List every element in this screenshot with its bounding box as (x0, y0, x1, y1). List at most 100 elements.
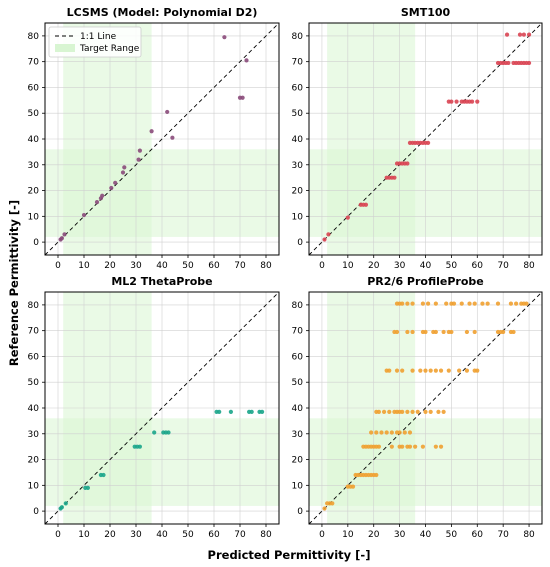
data-point (379, 430, 384, 435)
legend-label-patch: Target Range (79, 44, 140, 54)
x-tick-label: 20 (104, 261, 116, 271)
data-point (100, 193, 105, 198)
data-point (451, 301, 457, 306)
data-point (405, 329, 410, 335)
x-tick-label: 70 (497, 530, 509, 540)
legend-label-line: 1:1 Line (80, 32, 117, 42)
x-tick-label: 30 (394, 530, 406, 540)
data-point (506, 60, 511, 66)
data-point (433, 444, 438, 449)
x-tick-label: 0 (55, 261, 61, 271)
data-point (524, 301, 529, 306)
panel-4: 0 10 20 30 40 50 60 70 80 0 10 20 30 40 50 60 70 80 PR2/6 … (292, 275, 543, 540)
data-point (376, 409, 381, 414)
data-point (62, 232, 67, 237)
x-tick-label: 20 (104, 530, 116, 540)
y-tick-label: 10 (28, 481, 40, 491)
data-point (149, 129, 154, 134)
data-point (504, 32, 510, 37)
data-point (374, 430, 379, 435)
y-tick-label: 40 (28, 135, 40, 145)
panels: 0 10 20 30 40 50 60 70 80 0 10 20 30 40 50 60 70 80 LCSMS … (28, 6, 543, 540)
y-tick-label: 70 (292, 327, 304, 337)
data-point (526, 32, 532, 37)
y-tick-label: 50 (28, 378, 40, 388)
data-point (415, 409, 420, 414)
data-point (472, 329, 477, 335)
y-tick-label: 30 (28, 430, 40, 440)
data-point (485, 301, 490, 306)
data-point (420, 301, 426, 306)
data-point (384, 430, 389, 435)
data-point (495, 301, 501, 306)
x-tick-label: 60 (472, 261, 484, 271)
x-tick-label: 20 (368, 261, 380, 271)
data-point (444, 301, 449, 306)
data-point (350, 484, 356, 489)
data-point (459, 301, 464, 306)
data-point (433, 329, 438, 335)
panel-1: 0 10 20 30 40 50 60 70 80 0 10 20 30 40 50 60 70 80 LCSMS … (28, 6, 280, 271)
y-tick-label: 10 (292, 212, 304, 222)
x-tick-label: 40 (420, 530, 432, 540)
data-point (136, 157, 141, 162)
data-point (152, 430, 157, 435)
data-point (394, 329, 400, 335)
y-tick-label: 20 (292, 456, 304, 466)
x-tick-label: 40 (156, 530, 168, 540)
y-tick-label: 0 (33, 238, 39, 248)
x-tick-label: 10 (78, 530, 90, 540)
data-point (113, 180, 118, 185)
data-point (405, 409, 410, 414)
y-tick-label: 70 (28, 327, 40, 337)
data-point (120, 170, 126, 175)
data-point (322, 506, 327, 511)
x-tick-label: 50 (182, 261, 194, 271)
legend-swatch-patch (55, 44, 75, 52)
one-to-one-line (44, 291, 280, 525)
y-tick-label: 10 (292, 481, 304, 491)
data-point (394, 368, 400, 373)
data-point (228, 409, 233, 414)
data-point (59, 236, 64, 241)
y-tick-label: 50 (28, 109, 40, 119)
data-point (420, 444, 426, 449)
y-tick-label: 30 (292, 430, 304, 440)
y-tick-label: 20 (28, 456, 40, 466)
x-tick-label: 60 (208, 530, 220, 540)
y-tick-label: 0 (33, 507, 39, 517)
data-point (326, 232, 331, 237)
data-point (63, 501, 68, 506)
data-point (436, 409, 441, 414)
y-tick-label: 60 (292, 83, 304, 93)
x-tick-label: 0 (319, 530, 325, 540)
x-tick-label: 30 (394, 261, 406, 271)
data-point (454, 99, 459, 104)
data-point (407, 430, 413, 435)
data-point (222, 35, 227, 40)
x-tick-label: 60 (472, 530, 484, 540)
data-point (122, 165, 127, 170)
data-point (413, 444, 418, 449)
data-point (470, 99, 475, 104)
axes-frame (308, 291, 543, 525)
data-point (402, 430, 407, 435)
data-point (137, 148, 142, 153)
data-point (345, 215, 350, 220)
data-point (464, 368, 470, 373)
data-point (441, 409, 446, 414)
panel-title: LCSMS (Model: Polynomial D2) (67, 6, 258, 19)
data-point (472, 301, 477, 306)
data-point (508, 301, 514, 306)
data-point (517, 32, 523, 37)
data-point (405, 301, 410, 306)
x-tick-label: 0 (319, 261, 325, 271)
y-tick-label: 80 (28, 301, 40, 311)
axes-frame (44, 22, 280, 256)
legend: 1:1 Line Target Range (48, 26, 142, 58)
data-point (249, 409, 254, 414)
data-point (109, 185, 114, 191)
y-tick-label: 30 (28, 161, 40, 171)
data-point (397, 430, 402, 435)
